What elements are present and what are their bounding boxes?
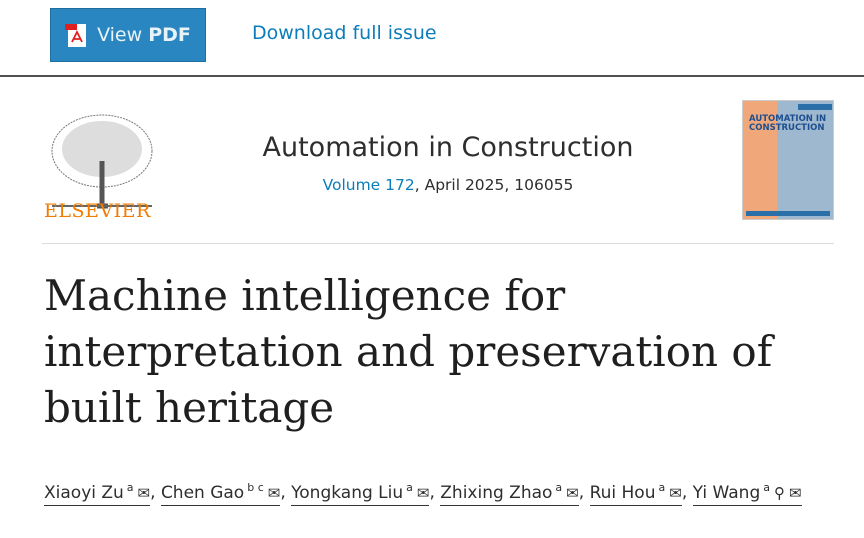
- affiliation-marker: a: [763, 481, 770, 494]
- affiliation-marker: a: [555, 481, 563, 494]
- author-link[interactable]: Yongkang Liu a ✉: [291, 481, 430, 506]
- journal-title[interactable]: Automation in Construction: [262, 132, 634, 163]
- envelope-icon: ✉: [267, 483, 281, 502]
- author-name: Chen Gao: [160, 482, 245, 503]
- author-link[interactable]: Xiaoyi Zu a ✉: [44, 481, 151, 506]
- envelope-icon: ✉: [789, 483, 802, 502]
- author-link[interactable]: Chen Gao b c ✉: [160, 481, 281, 506]
- elsevier-wordmark: ELSEVIER: [44, 200, 151, 222]
- affiliation-marker: a: [126, 481, 134, 494]
- person-icon: ⚲: [774, 483, 785, 502]
- envelope-icon: ✉: [566, 483, 579, 502]
- issue-info: Volume 172, April 2025, 106055: [0, 176, 864, 194]
- view-pdf-button[interactable]: View PDF: [50, 8, 206, 62]
- view-pdf-label: View: [97, 24, 143, 46]
- pdf-file-icon: [65, 24, 87, 47]
- affiliation-marker: b c: [247, 481, 264, 494]
- envelope-icon: ✉: [137, 483, 151, 502]
- header-divider: [0, 75, 864, 77]
- author-link[interactable]: Yi Wang a ⚲ ✉: [692, 481, 802, 506]
- author-link[interactable]: Rui Hou a ✉: [589, 481, 682, 506]
- section-divider: [42, 243, 834, 244]
- author-name: Yongkang Liu: [291, 482, 404, 503]
- affiliation-marker: a: [406, 481, 413, 494]
- author-name: Rui Hou: [589, 482, 656, 503]
- view-pdf-label-bold: PDF: [148, 24, 191, 46]
- author-link[interactable]: Zhixing Zhao a ✉: [440, 481, 579, 506]
- author-name: Yi Wang: [692, 482, 761, 503]
- author-name: Zhixing Zhao: [440, 482, 553, 503]
- affiliation-marker: a: [658, 481, 666, 494]
- elsevier-tree-logo[interactable]: [42, 98, 156, 224]
- journal-cover-image[interactable]: AUTOMATION IN CONSTRUCTION: [742, 100, 834, 220]
- issue-date: , April 2025, 106055: [414, 176, 574, 194]
- author-name: Xiaoyi Zu: [44, 482, 124, 503]
- download-full-issue-link[interactable]: Download full issue: [252, 22, 437, 44]
- article-title: Machine intelligence for interpretation …: [44, 271, 773, 432]
- author-list: Xiaoyi Zu a ✉, Chen Gao b c ✉, Yongkang Liu a…: [44, 470, 834, 511]
- volume-link[interactable]: Volume 172: [322, 176, 415, 194]
- envelope-icon: ✉: [669, 483, 682, 502]
- envelope-icon: ✉: [416, 483, 430, 502]
